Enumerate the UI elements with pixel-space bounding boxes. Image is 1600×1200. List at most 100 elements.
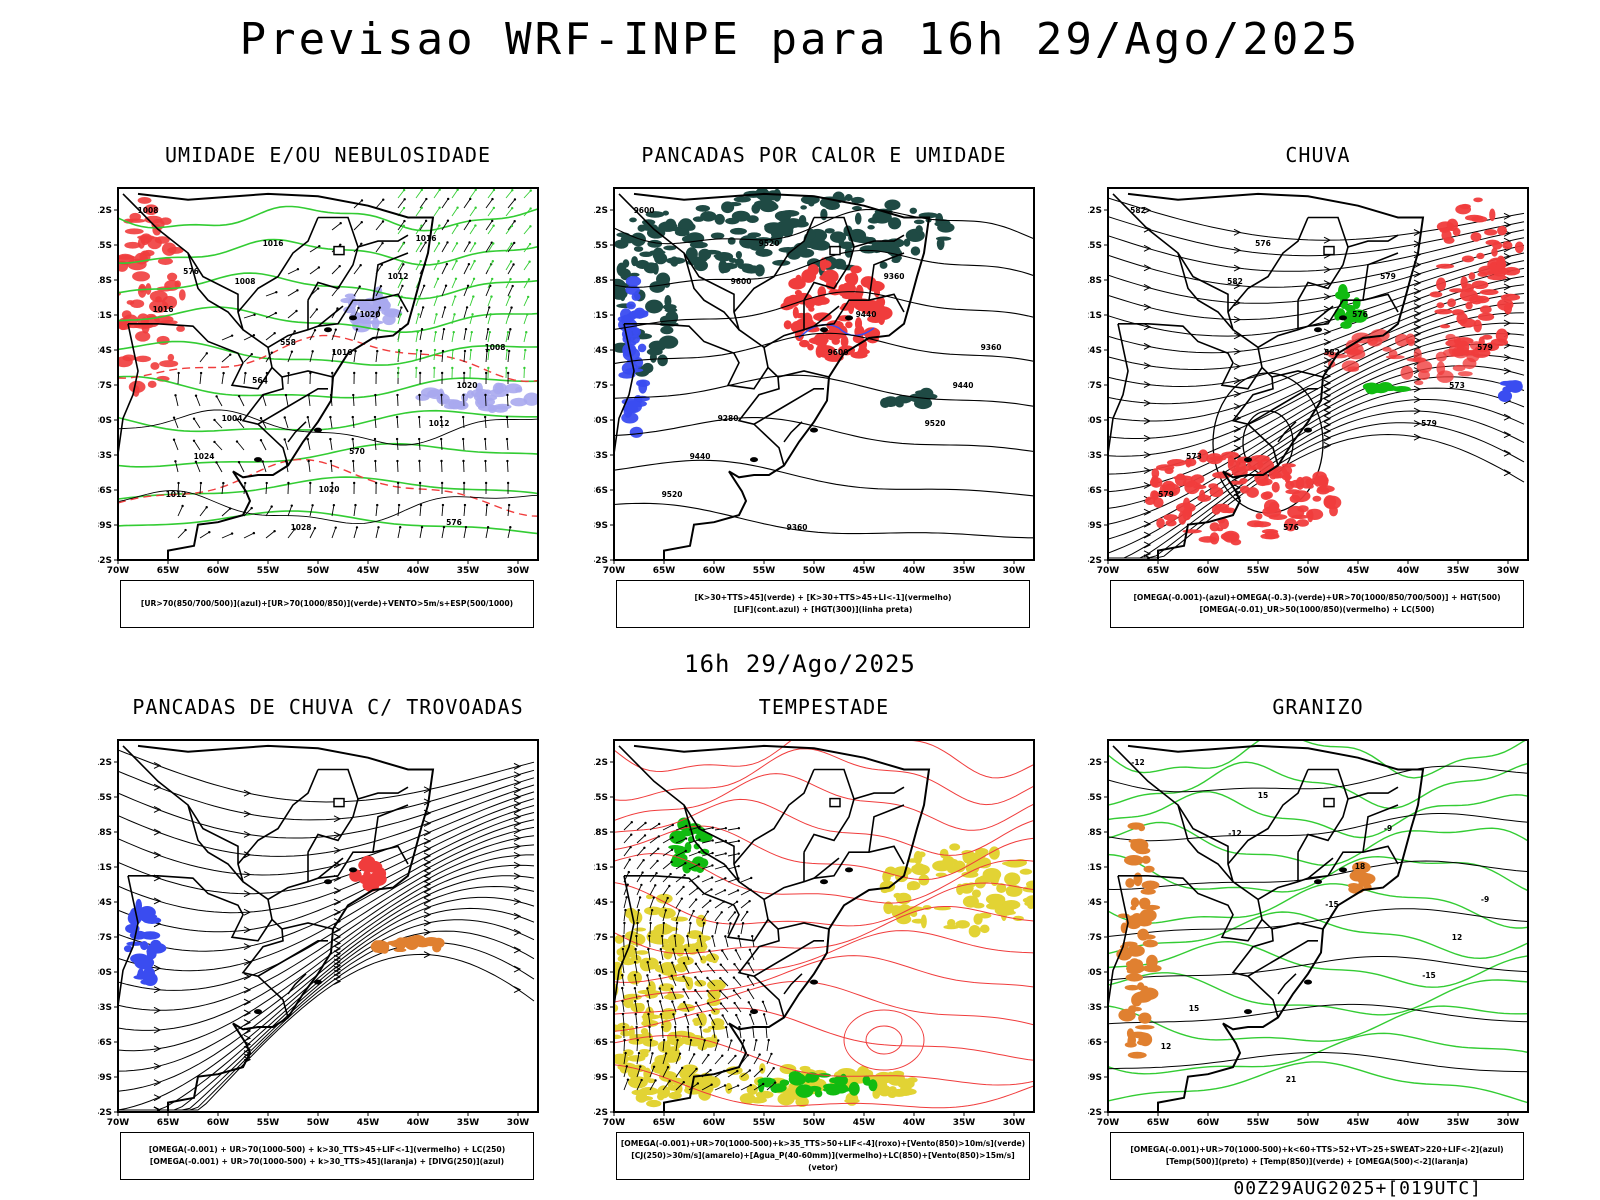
x-tick-label: 30W (507, 1118, 530, 1128)
x-tick-label: 40W (1397, 1118, 1420, 1128)
y-tick-label: 30S (98, 968, 112, 978)
x-tick-label: 30W (507, 566, 530, 576)
x-tick-label: 35W (457, 1118, 480, 1128)
x-tick-label: 35W (1447, 566, 1470, 576)
y-tick-label: 12S (1088, 206, 1102, 216)
x-tick-label: 55W (753, 1118, 776, 1128)
y-tick-label: 33S (594, 451, 608, 461)
contour-label: 1016 (153, 305, 174, 314)
contour-label: 564 (252, 376, 268, 385)
y-tick-label: 12S (98, 758, 112, 768)
contour-label: 573 (1186, 452, 1202, 461)
y-tick-label: 15S (594, 793, 608, 803)
y-tick-label: 42S (98, 556, 112, 566)
y-tick-label: 42S (98, 1108, 112, 1118)
contour-label: 9600 (828, 348, 849, 357)
y-tick-label: 36S (1088, 1038, 1102, 1048)
x-tick-label: 40W (407, 1118, 430, 1128)
contour-label: 1024 (194, 452, 215, 461)
contour-label: 15 (1189, 1004, 1199, 1013)
map-plot: 12S 15S 18S 21S 24S 27S 30S 33S 36S 39S 42S70W 65W 6… (98, 739, 539, 1128)
x-tick-label: 55W (257, 566, 280, 576)
y-tick-label: 15S (98, 241, 112, 251)
x-tick-label: 40W (903, 1118, 926, 1128)
contour-label: 9520 (662, 490, 683, 499)
y-tick-label: 12S (1088, 758, 1102, 768)
contour-label: 1020 (319, 485, 340, 494)
legend-line: [OMEGA(-0.001) + UR>70(1000-500) + k>30_… (148, 1145, 506, 1154)
legend-box: [K>30+TTS>45](verde) + [K>30+TTS>45+LI<-… (616, 580, 1030, 628)
contour-label: 12 (1452, 933, 1462, 942)
y-tick-label: 33S (1088, 451, 1102, 461)
legend-line: [OMEGA(-0.001) + UR>70(1000-500) + k>30_… (149, 1157, 505, 1166)
legend-line: [OMEGA(-0.001)-(azul)+OMEGA(-0.3)-(verde… (1133, 593, 1501, 602)
y-tick-label: 39S (1088, 1073, 1102, 1083)
y-tick-label: 30S (1088, 968, 1102, 978)
map-layers: -12 -12 -15 -15 12 15 18 12 15 21 -9 -9 (1108, 740, 1528, 1112)
y-tick-label: 42S (1088, 1108, 1102, 1118)
contour-label: -15 (1422, 971, 1436, 980)
contour-label: 576 (1283, 523, 1299, 532)
plot-frame (117, 187, 539, 561)
panel-title: UMIDADE E/OU NEBULOSIDADE (164, 143, 492, 167)
contour-label: 1016 (416, 234, 437, 243)
legend-line: [OMEGA(-0.001)+UR>70(1000-500)+k<60+TTS>… (1130, 1145, 1504, 1154)
x-tick-label: 35W (457, 566, 480, 576)
x-tick-label: 45W (357, 566, 380, 576)
map-plot: 1008 1008 1016 1012 1012 1016 1020 1020 1024 1028… (98, 187, 539, 576)
contour-label: 1008 (485, 343, 506, 352)
x-tick-label: 45W (1347, 1118, 1370, 1128)
y-tick-label: 21S (98, 311, 112, 321)
contour-label: -12 (1131, 758, 1145, 767)
x-tick-label: 50W (307, 566, 330, 576)
y-tick-label: 21S (1088, 311, 1102, 321)
contour-label: 1016 (332, 348, 353, 357)
x-tick-label: 70W (1097, 1118, 1120, 1128)
legend-line: [OMEGA(-0.001)+UR>70(1000-500)+k>35_TTS>… (620, 1139, 1026, 1148)
map-layers: 1008 1008 1016 1012 1012 1016 1020 1020 1024 1028… (118, 188, 538, 560)
y-tick-label: 21S (594, 863, 608, 873)
x-tick-label: 70W (107, 1118, 130, 1128)
x-tick-label: 40W (903, 566, 926, 576)
contour-label: 1012 (388, 272, 409, 281)
contour-label: 576 (446, 518, 462, 527)
x-tick-label: 70W (603, 1118, 626, 1128)
contour-label: 579 (1421, 419, 1437, 428)
y-tick-label: 42S (594, 1108, 608, 1118)
x-tick-label: 50W (803, 566, 826, 576)
contour-label: 9440 (690, 452, 711, 461)
map-panel-3: CHUVA 582 582 582 579 579 576 576 573 573 576 579 57… (1088, 143, 1529, 628)
plot-frame (613, 739, 1035, 1113)
contour-label: 1012 (429, 419, 450, 428)
contour-label: 9440 (953, 381, 974, 390)
x-tick-label: 40W (1397, 566, 1420, 576)
panel-title: PANCADAS DE CHUVA C/ TROVOADAS (132, 695, 524, 719)
y-tick-label: 21S (594, 311, 608, 321)
map-plot: 582 582 582 579 579 576 576 573 573 576 579 579 12S 1… (1088, 187, 1529, 576)
x-tick-label: 45W (853, 1118, 876, 1128)
y-tick-label: 39S (594, 1073, 608, 1083)
y-tick-label: 12S (594, 758, 608, 768)
contour-label: 558 (280, 338, 296, 347)
y-tick-label: 36S (594, 1038, 608, 1048)
x-tick-label: 70W (1097, 566, 1120, 576)
y-tick-label: 21S (98, 863, 112, 873)
x-tick-label: 65W (653, 566, 676, 576)
legend-line: [OMEGA(-0.01)_UR>50(1000/850)(vermelho) … (1199, 605, 1435, 614)
contour-label: 1008 (235, 277, 256, 286)
y-tick-label: 39S (98, 1073, 112, 1083)
contour-label: 582 (1130, 206, 1146, 215)
contour-label: 15 (1258, 791, 1268, 800)
y-tick-label: 27S (594, 381, 608, 391)
panel-title: TEMPESTADE (758, 695, 890, 719)
y-tick-label: 30S (1088, 416, 1102, 426)
contour-label: 579 (1380, 272, 1396, 281)
contour-label: 1020 (457, 381, 478, 390)
y-tick-label: 42S (594, 556, 608, 566)
x-tick-label: 45W (357, 1118, 380, 1128)
x-tick-label: 35W (1447, 1118, 1470, 1128)
y-tick-label: 21S (1088, 863, 1102, 873)
y-tick-label: 36S (1088, 486, 1102, 496)
contour-label: 1012 (166, 490, 187, 499)
x-tick-label: 40W (407, 566, 430, 576)
